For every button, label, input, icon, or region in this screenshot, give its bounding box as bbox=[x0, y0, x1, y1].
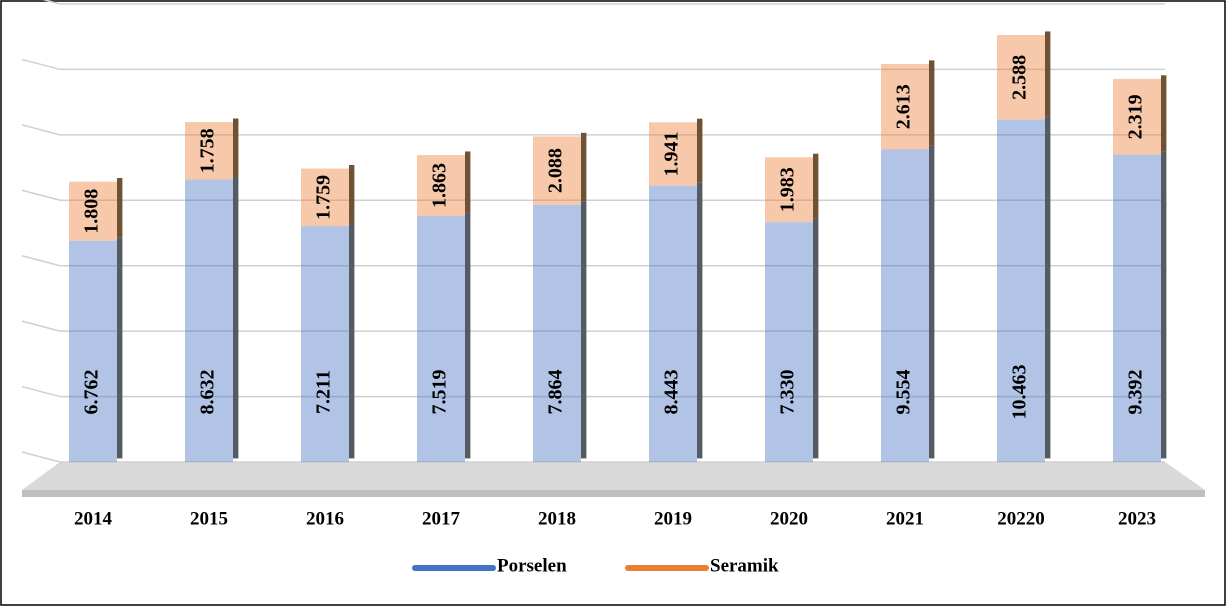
bar-side bbox=[1045, 31, 1051, 117]
data-label: 7.330 bbox=[777, 370, 799, 415]
x-tick-label: 2017 bbox=[422, 508, 461, 529]
legend: Porselen Seramik bbox=[412, 555, 779, 576]
bar-side bbox=[117, 237, 123, 459]
bars: 6.762 1.808 8.632 1.758 7.211 1.759 7.519 1.863… bbox=[69, 31, 1167, 463]
bar-side bbox=[813, 153, 819, 219]
legend-label: Seramik bbox=[710, 555, 779, 576]
data-label: 7.519 bbox=[429, 370, 451, 415]
bar-side bbox=[233, 176, 239, 459]
data-label: 7.864 bbox=[545, 370, 567, 415]
data-label: 9.392 bbox=[1125, 370, 1147, 415]
bar bbox=[533, 204, 581, 462]
data-label: 1.808 bbox=[81, 189, 103, 234]
bar-side bbox=[233, 118, 239, 177]
grid bbox=[21, 0, 1165, 463]
data-label: 7.211 bbox=[313, 370, 335, 414]
bar-side bbox=[697, 182, 703, 459]
bar bbox=[997, 35, 1045, 120]
data-label: 2.588 bbox=[1009, 55, 1031, 100]
grid-line-3d bbox=[41, 0, 61, 5]
floor bbox=[22, 462, 1205, 490]
data-label: 1.758 bbox=[197, 128, 219, 173]
floor-edge bbox=[22, 490, 1205, 497]
bar bbox=[417, 216, 465, 462]
grid-line-3d bbox=[21, 58, 61, 71]
bar bbox=[1113, 154, 1161, 462]
bar-side bbox=[117, 178, 123, 238]
x-tick-label: 2014 bbox=[74, 508, 113, 529]
bar bbox=[997, 119, 1045, 463]
data-label: 1.759 bbox=[313, 175, 335, 220]
bar bbox=[765, 157, 813, 223]
data-label: 1.983 bbox=[777, 167, 799, 212]
categories: 2014 2015 2016 2017 2018 2019 2020 2021 20220 202… bbox=[74, 508, 1156, 529]
x-tick-label: 2023 bbox=[1118, 508, 1156, 529]
bar bbox=[301, 168, 349, 227]
grid-line-3d bbox=[21, 254, 61, 267]
bar bbox=[1113, 78, 1161, 155]
bar bbox=[69, 240, 117, 462]
x-tick-label: 2019 bbox=[654, 508, 692, 529]
bar bbox=[185, 179, 233, 462]
grid-line-3d bbox=[21, 385, 61, 398]
data-label: 8.632 bbox=[197, 370, 219, 415]
x-tick-label: 2020 bbox=[770, 508, 808, 529]
legend-label: Porselen bbox=[497, 555, 567, 576]
data-label: 10.463 bbox=[1009, 365, 1031, 420]
bar-side bbox=[465, 151, 471, 213]
bar-side bbox=[581, 132, 587, 202]
bar bbox=[301, 226, 349, 462]
bar bbox=[185, 122, 233, 180]
x-tick-label: 2015 bbox=[190, 508, 228, 529]
bar bbox=[417, 155, 465, 217]
bar bbox=[649, 122, 697, 186]
data-label: 9.554 bbox=[893, 370, 915, 415]
grid-line-3d bbox=[21, 320, 61, 332]
bar bbox=[649, 185, 697, 463]
data-label: 2.319 bbox=[1125, 94, 1147, 139]
grid-line-3d bbox=[21, 189, 61, 202]
data-label: 1.941 bbox=[661, 132, 683, 177]
grid-line-3d bbox=[21, 451, 61, 463]
data-label: 8.443 bbox=[661, 370, 683, 415]
bar-side bbox=[1045, 116, 1051, 459]
data-label: 2.613 bbox=[893, 84, 915, 129]
bar bbox=[881, 149, 929, 463]
bar-side bbox=[697, 118, 703, 183]
x-tick-label: 20220 bbox=[997, 508, 1045, 529]
x-tick-label: 2018 bbox=[538, 508, 576, 529]
bar-side bbox=[465, 212, 471, 459]
bar bbox=[69, 181, 117, 241]
bar-side bbox=[1161, 75, 1167, 152]
data-label: 2.088 bbox=[545, 148, 567, 193]
bar-side bbox=[1161, 151, 1167, 459]
bar-side bbox=[349, 222, 355, 459]
bar bbox=[765, 222, 813, 462]
bar bbox=[533, 136, 581, 205]
grid-line-3d bbox=[21, 124, 61, 136]
x-tick-label: 2016 bbox=[306, 508, 344, 529]
bar-side bbox=[813, 218, 819, 459]
x-tick-label: 2021 bbox=[886, 508, 924, 529]
bar-side bbox=[581, 201, 587, 459]
data-label: 1.863 bbox=[429, 163, 451, 208]
bar-side bbox=[929, 145, 935, 459]
data-label: 6.762 bbox=[81, 370, 103, 415]
bar-side bbox=[929, 60, 935, 146]
bar-side bbox=[349, 164, 355, 223]
bar bbox=[881, 63, 929, 150]
